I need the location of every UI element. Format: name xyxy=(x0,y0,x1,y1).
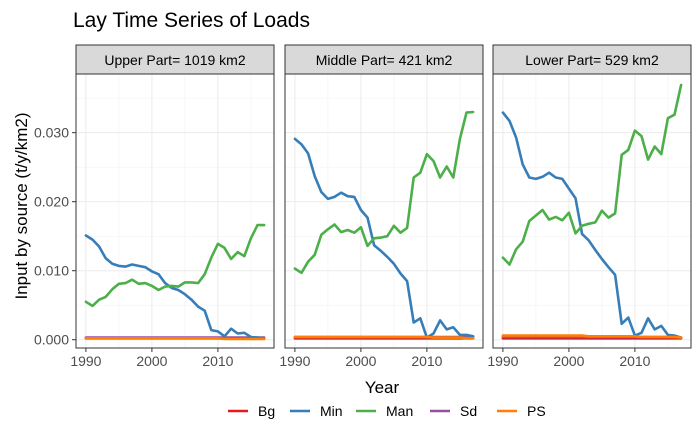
y-tick-label: 0.010 xyxy=(34,263,69,279)
facet-strip-label: Middle Part= 421 km2 xyxy=(316,52,453,68)
series-line-min xyxy=(293,137,475,339)
panel-border xyxy=(492,73,692,349)
legend-item-bg: Bg xyxy=(228,403,275,419)
series-line-man xyxy=(293,110,475,275)
x-tick-label: 1990 xyxy=(70,353,101,369)
chart-title: Lay Time Series of Loads xyxy=(73,9,310,32)
facet-strip xyxy=(284,44,484,75)
legend-item-min: Min xyxy=(290,403,343,419)
facet-panel: Upper Part= 1019 km2 1990 2000 2010 0.000 0.0… xyxy=(34,44,275,369)
y-tick-label: 0.020 xyxy=(34,194,69,210)
facet-strip xyxy=(492,44,692,75)
series-line-man xyxy=(84,223,266,308)
series-line-ps xyxy=(84,336,266,341)
legend-label: Man xyxy=(386,403,413,419)
plot-background xyxy=(76,74,274,348)
series-line-man xyxy=(501,83,683,266)
y-tick-label: 0.000 xyxy=(34,332,69,348)
legend-item-man: Man xyxy=(356,403,413,419)
legend-label: Sd xyxy=(460,403,477,419)
x-tick-label: 2000 xyxy=(553,353,584,369)
facet-strip-label: Lower Part= 529 km2 xyxy=(525,52,659,68)
series-line-ps xyxy=(501,334,683,339)
legend-label: Min xyxy=(320,403,343,419)
y-tick-label: 0.030 xyxy=(34,125,69,141)
x-axis-title: Year xyxy=(365,378,400,397)
panel-border xyxy=(284,73,484,349)
panel-border xyxy=(75,73,275,349)
legend-item-sd: Sd xyxy=(430,403,477,419)
legend-item-ps: PS xyxy=(497,403,546,419)
x-tick-label: 1990 xyxy=(487,353,518,369)
facet-panel: Lower Part= 529 km2 1990 2000 2010 xyxy=(487,44,692,369)
plot-background xyxy=(285,74,483,348)
facet-panel: Middle Part= 421 km2 1990 2000 2010 xyxy=(279,44,484,369)
x-tick-label: 1990 xyxy=(279,353,310,369)
legend-label: Bg xyxy=(258,403,275,419)
x-tick-label: 2010 xyxy=(411,353,442,369)
x-tick-label: 2000 xyxy=(345,353,376,369)
x-tick-label: 2010 xyxy=(619,353,650,369)
facet-strip-label: Upper Part= 1019 km2 xyxy=(104,52,245,68)
legend: Bg Min Man Sd PS xyxy=(228,403,546,419)
facet-panels: Upper Part= 1019 km2 1990 2000 2010 0.000 0.0… xyxy=(34,44,692,369)
facet-strip xyxy=(75,44,275,75)
x-tick-label: 2000 xyxy=(136,353,167,369)
series-line-min xyxy=(84,234,266,340)
y-axis-title: Input by source (t/y/km2) xyxy=(12,112,31,299)
series-line-ps xyxy=(293,335,475,340)
legend-label: PS xyxy=(527,403,546,419)
x-tick-label: 2010 xyxy=(202,353,233,369)
series-line-min xyxy=(501,111,683,339)
plot-background xyxy=(493,74,691,348)
